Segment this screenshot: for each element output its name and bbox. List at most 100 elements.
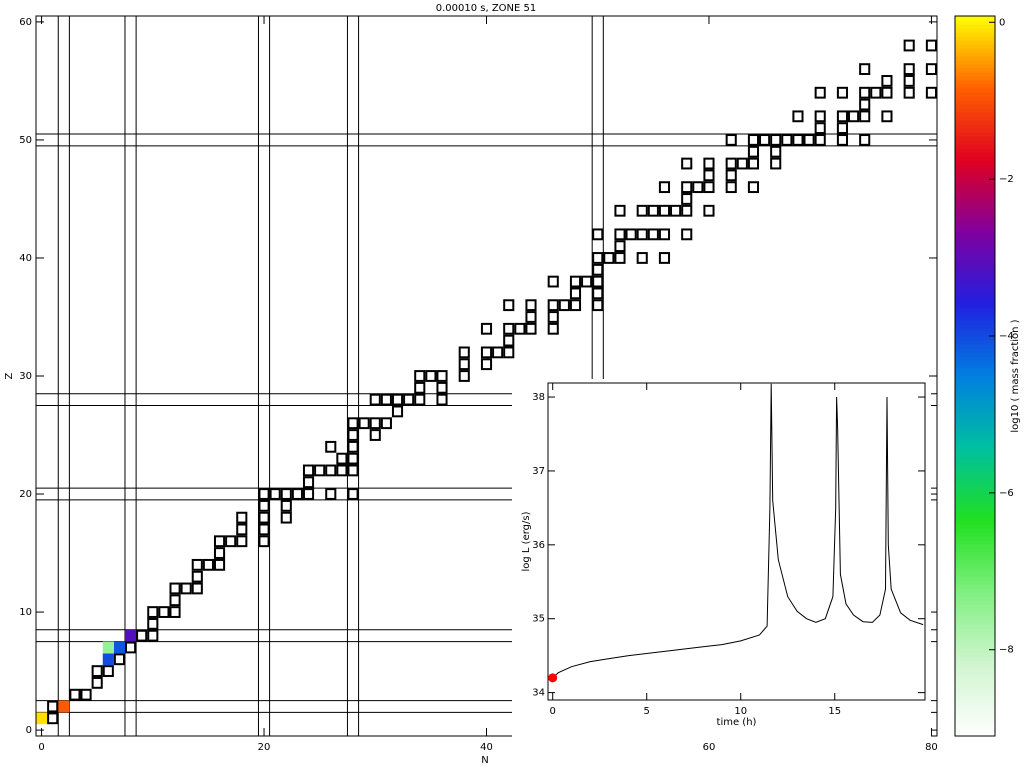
nuclide-box [636,228,648,241]
nuclide-box [302,464,315,477]
colorbar-cell [955,284,995,289]
colorbar [955,16,995,737]
colorbar-cell [955,600,995,605]
nuclide-box [147,629,159,642]
nuclide-box [391,393,404,406]
colorbar-cell [955,528,995,533]
nuclide-box [436,381,448,394]
nuclide-box [614,228,626,241]
colorbar-cell [955,464,995,469]
colorbar-cell [955,168,995,173]
chart-title: 0.00010 s, ZONE 51 [436,3,537,14]
nuclide-box [792,110,804,123]
colorbar-cell [955,116,995,121]
colorbar-cell [955,728,995,733]
y-tick-label: 37 [532,466,545,477]
colorbar-cell [955,540,995,545]
nuclide-box [814,134,826,146]
colorbar-cell [955,96,995,101]
nuclide-box [925,86,937,99]
nuclide-box [703,181,715,194]
nuclide-box [169,582,181,595]
colorbar-cell [955,720,995,725]
nuclide-box [236,523,248,536]
colorbar-cell [955,256,995,261]
colorbar-cell [955,76,995,81]
y-tick-label: 0 [26,725,32,736]
nuclide-box [358,417,370,430]
colorbar-cell [955,172,995,177]
nuclide-box [480,322,493,335]
nuclide-box [725,169,737,182]
colorbar-cell [955,624,995,629]
nuclide-box [859,63,871,76]
nuclide-box [759,134,771,146]
nuclide-box [592,299,604,312]
nuclide-box [614,240,626,253]
colorbar-cell [955,560,995,565]
nuclide-box [792,134,804,146]
colorbar-cell [955,388,995,393]
inset-background [512,379,931,740]
colorbar-cell [955,584,995,589]
colorbar-cell [955,532,995,537]
colorbar-cell [955,188,995,193]
colorbar-cell [955,652,995,657]
nuclide-box [69,688,81,701]
colorbar-cell [955,604,995,609]
nuclide-box [592,252,604,264]
nuclide-box [336,452,348,465]
x-tick-label: 20 [258,742,271,753]
nuclide-box [770,134,782,146]
nuclide-box [503,299,515,312]
colorbar-cell [955,372,995,377]
nuclide-box [636,252,648,264]
colorbar-cell [955,436,995,441]
nuclide-box [280,488,292,500]
colorbar-cell [955,236,995,241]
nuclide-box [136,629,148,642]
nuclide-box [625,228,637,241]
colorbar-cell [955,404,995,409]
colorbar-cell [955,688,995,693]
nuclide-box [681,181,693,194]
nuclide-box [236,511,248,524]
colorbar-cell [955,484,995,489]
colorbar-cell [955,396,995,401]
nuclide-box [814,86,826,99]
colorbar-cell [955,48,995,53]
colorbar-cell [955,608,995,613]
nuclide-box [458,370,470,382]
colorbar-cell [955,452,995,457]
nuclide-box [703,204,715,217]
colorbar-cell [955,588,995,593]
nuclide-box [703,157,715,170]
x-tick-label: 80 [925,742,938,753]
colorbar-cell [955,492,995,497]
colorbar-cell [955,232,995,237]
nuclide-box [547,299,559,312]
nuclide-box [736,157,748,170]
colorbar-cell [955,156,995,161]
colorbar-cell [955,472,995,477]
colorbar-cell [955,64,995,69]
colorbar-tick-label: −4 [999,331,1014,342]
colorbar-cell [955,392,995,397]
colorbar-cell [955,352,995,357]
colorbar-cell [955,20,995,25]
colorbar-cell [955,548,995,553]
nuclide-box [658,228,671,241]
x-tick-label: 10 [734,706,747,717]
colorbar-cell [955,416,995,421]
nuclide-box [670,204,682,217]
nuclide-box [403,393,415,406]
colorbar-cell [955,660,995,665]
colorbar-cell [955,248,995,253]
nuclide-box [369,393,381,406]
nuclide-box [347,440,359,453]
colorbar-cell [955,208,995,213]
colorbar-cell [955,104,995,109]
nuclide-box [859,98,871,111]
nuclide-box [747,145,760,158]
nuclide-box [558,299,570,312]
